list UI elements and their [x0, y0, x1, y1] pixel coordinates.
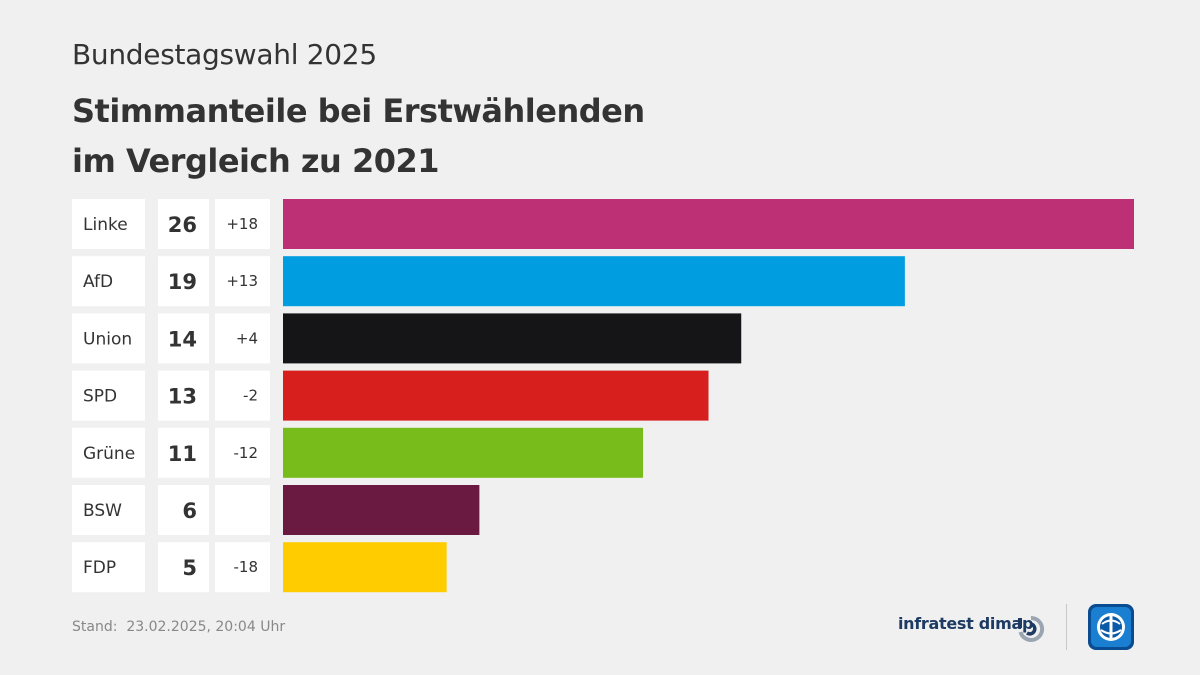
party-label-union: Union: [83, 329, 132, 349]
change-cell: [215, 313, 270, 364]
infratest-dimap-wordmark: infratest dimap: [898, 614, 1034, 633]
party-label-spd: SPD: [83, 387, 117, 407]
value-label-union: 14: [168, 327, 197, 351]
party-label-gr-ne: Grüne: [83, 444, 135, 464]
bar-gr-ne: [283, 427, 644, 478]
footer-stand: Stand: 23.02.2025, 20:04 Uhr: [72, 619, 285, 635]
party-label-cell: [72, 256, 145, 307]
logo-divider: [1066, 604, 1067, 650]
value-cell: [158, 313, 209, 364]
value-cell: [158, 485, 209, 535]
change-label-union: +4: [236, 329, 258, 347]
party-label-cell: [72, 370, 145, 421]
infratest-dimap-logo-icon: [1018, 615, 1045, 642]
value-cell: [158, 542, 209, 593]
party-label-cell: [72, 542, 145, 593]
value-label-afd: 19: [168, 270, 197, 294]
party-label-cell: [72, 313, 145, 364]
value-label-gr-ne: 11: [168, 442, 197, 466]
value-cell: [158, 199, 209, 249]
change-cell: [215, 370, 270, 421]
change-label-gr-ne: -12: [234, 444, 259, 462]
value-label-bsw: 6: [182, 499, 197, 523]
change-cell: [215, 485, 270, 535]
party-label-cell: [72, 199, 145, 249]
change-label-linke: +18: [226, 215, 258, 233]
change-cell: [215, 542, 270, 593]
change-label-spd: -2: [243, 387, 258, 405]
party-label-bsw: BSW: [83, 501, 122, 521]
bar-linke: [283, 199, 1134, 249]
tagesschau-logo-icon: [1088, 604, 1134, 650]
value-label-spd: 13: [168, 385, 197, 409]
value-cell: [158, 370, 209, 421]
chart-title-line-1: Stimmanteile bei Erstwählenden: [72, 92, 645, 130]
change-label-fdp: -18: [234, 558, 259, 576]
bar-bsw: [283, 485, 480, 535]
value-cell: [158, 427, 209, 478]
bar-fdp: [283, 542, 447, 593]
bar-union: [283, 313, 742, 364]
change-label-afd: +13: [226, 272, 258, 290]
party-label-cell: [72, 427, 145, 478]
party-label-cell: [72, 485, 145, 535]
bar-spd: [283, 370, 709, 421]
value-label-fdp: 5: [182, 556, 197, 580]
bar-afd: [283, 256, 905, 307]
party-label-linke: Linke: [83, 215, 128, 235]
change-cell: [215, 199, 270, 249]
value-label-linke: 26: [168, 213, 197, 237]
stand-label: Stand:: [72, 619, 118, 635]
chart-subtitle: Bundestagswahl 2025: [72, 38, 377, 71]
value-cell: [158, 256, 209, 307]
chart-title-line-2: im Vergleich zu 2021: [72, 142, 440, 180]
chart-title: Stimmanteile bei Erstwählenden im Vergle…: [72, 86, 772, 186]
stand-value: 23.02.2025, 20:04 Uhr: [126, 619, 286, 635]
change-cell: [215, 256, 270, 307]
change-cell: [215, 427, 270, 478]
party-label-afd: AfD: [83, 272, 113, 292]
party-label-fdp: FDP: [83, 558, 116, 578]
